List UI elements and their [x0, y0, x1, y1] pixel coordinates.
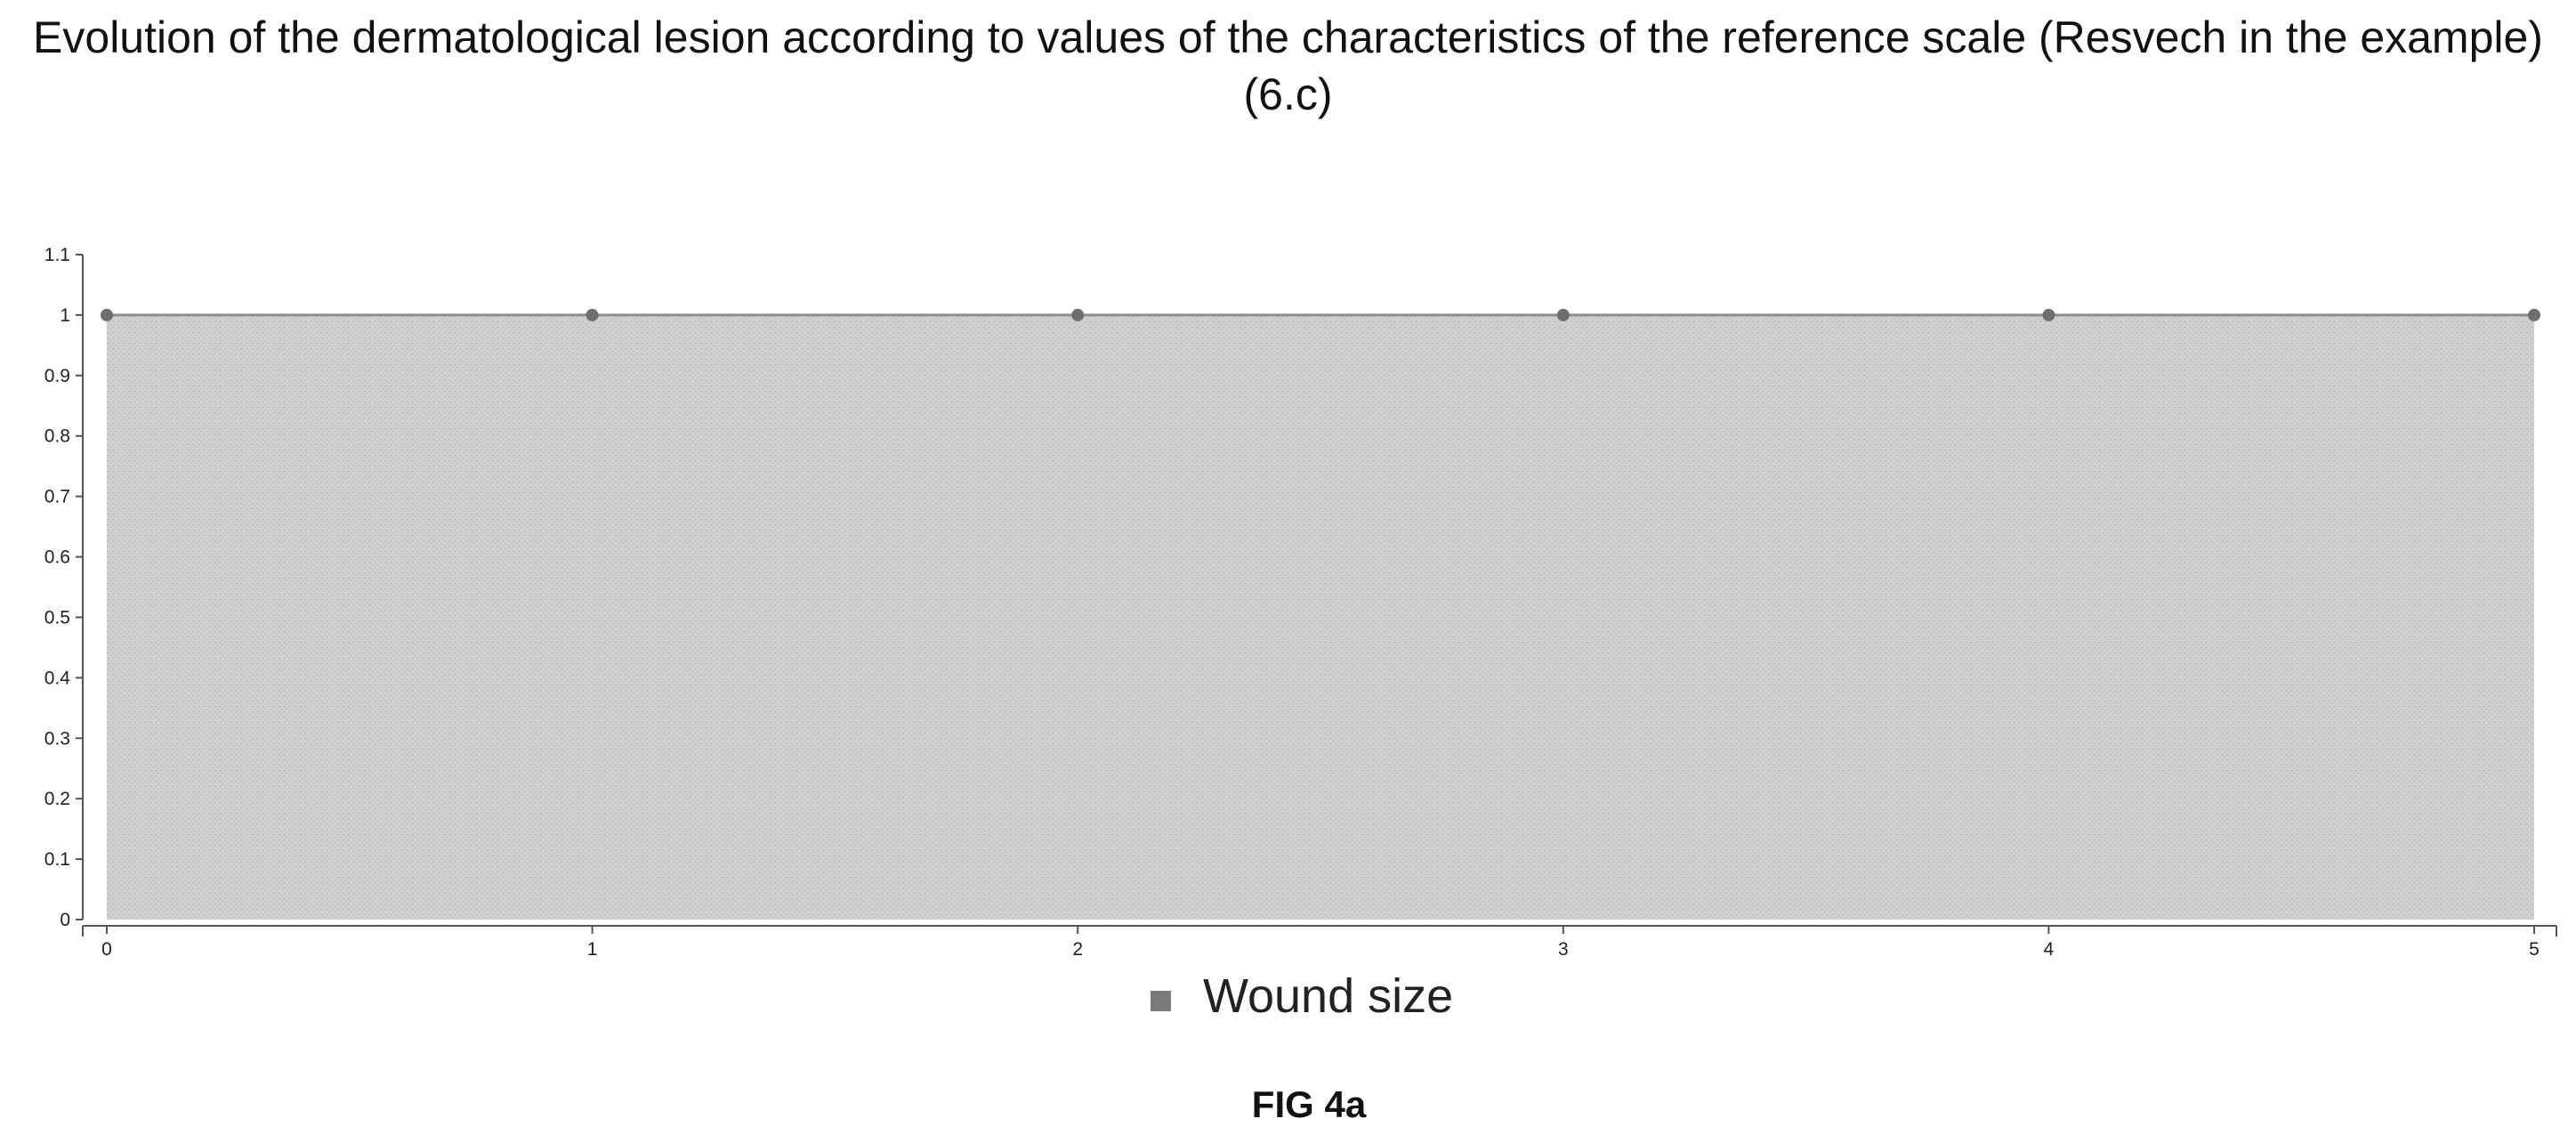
y-tick-label: 0.2 — [44, 789, 70, 809]
y-tick-label: 0.1 — [44, 849, 70, 870]
chart-title: Evolution of the dermatological lesion a… — [33, 12, 2543, 119]
legend-swatch — [1151, 991, 1171, 1011]
y-tick-label: 0.9 — [44, 366, 70, 386]
legend: Wound size — [1151, 969, 1453, 1023]
x-tick-label: 4 — [2044, 939, 2055, 960]
data-point — [101, 308, 113, 321]
x-tick-label: 1 — [587, 939, 598, 960]
x-tick-label: 0 — [101, 939, 112, 960]
figure-caption: FIG 4a — [1252, 1083, 1367, 1125]
x-tick-label: 5 — [2529, 939, 2540, 960]
y-tick-label: 0.6 — [44, 547, 70, 568]
marker-layer — [101, 308, 2540, 321]
y-tick-label: 0.3 — [44, 728, 70, 749]
y-tick-label: 0.5 — [44, 607, 70, 628]
x-axis: 0 1 2 3 4 5 — [82, 925, 2557, 960]
data-point — [2042, 308, 2055, 321]
series-area-wound-size — [107, 314, 2534, 920]
x-tick-label: 3 — [1558, 939, 1569, 960]
data-point — [1071, 308, 1085, 321]
y-tick-label: 0.7 — [44, 487, 70, 507]
x-tick-label: 2 — [1072, 939, 1083, 960]
y-axis: 0 0.1 0.2 0.3 0.4 0.5 0.6 0.7 0.8 0.9 1 1.1 — [44, 245, 84, 930]
plot-area — [101, 308, 2540, 920]
data-point — [1556, 308, 1570, 321]
y-tick-label: 1.1 — [44, 245, 70, 265]
data-point — [585, 308, 599, 321]
y-tick-label: 0 — [60, 910, 70, 930]
y-tick-label: 1 — [60, 305, 70, 326]
area-layer — [107, 314, 2534, 920]
legend-label: Wound size — [1203, 969, 1453, 1023]
data-point — [2528, 308, 2540, 321]
y-tick-label: 0.4 — [44, 668, 71, 688]
y-tick-label: 0.8 — [44, 426, 70, 447]
